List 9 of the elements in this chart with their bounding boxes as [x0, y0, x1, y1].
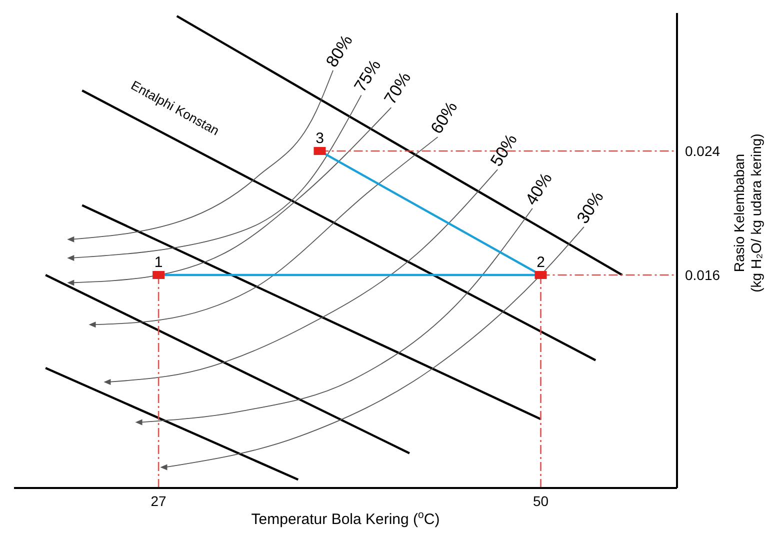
annotation: 3 — [316, 130, 324, 147]
annotation: 1 — [154, 254, 163, 271]
x-axis-title: Temperatur Bola Kering ($^{o}$C) — [251, 509, 440, 528]
annotation: 2 — [536, 254, 545, 271]
y-tick-label: 0.024 — [685, 142, 720, 159]
y-axis-title: Rasio Kelembaban (kg H₂O/ kg udara kering) — [731, 134, 764, 292]
x-tick-label: 27 — [150, 492, 167, 509]
y-tick-label: 0.016 — [685, 266, 720, 283]
x-tick-label: 50 — [532, 492, 549, 509]
